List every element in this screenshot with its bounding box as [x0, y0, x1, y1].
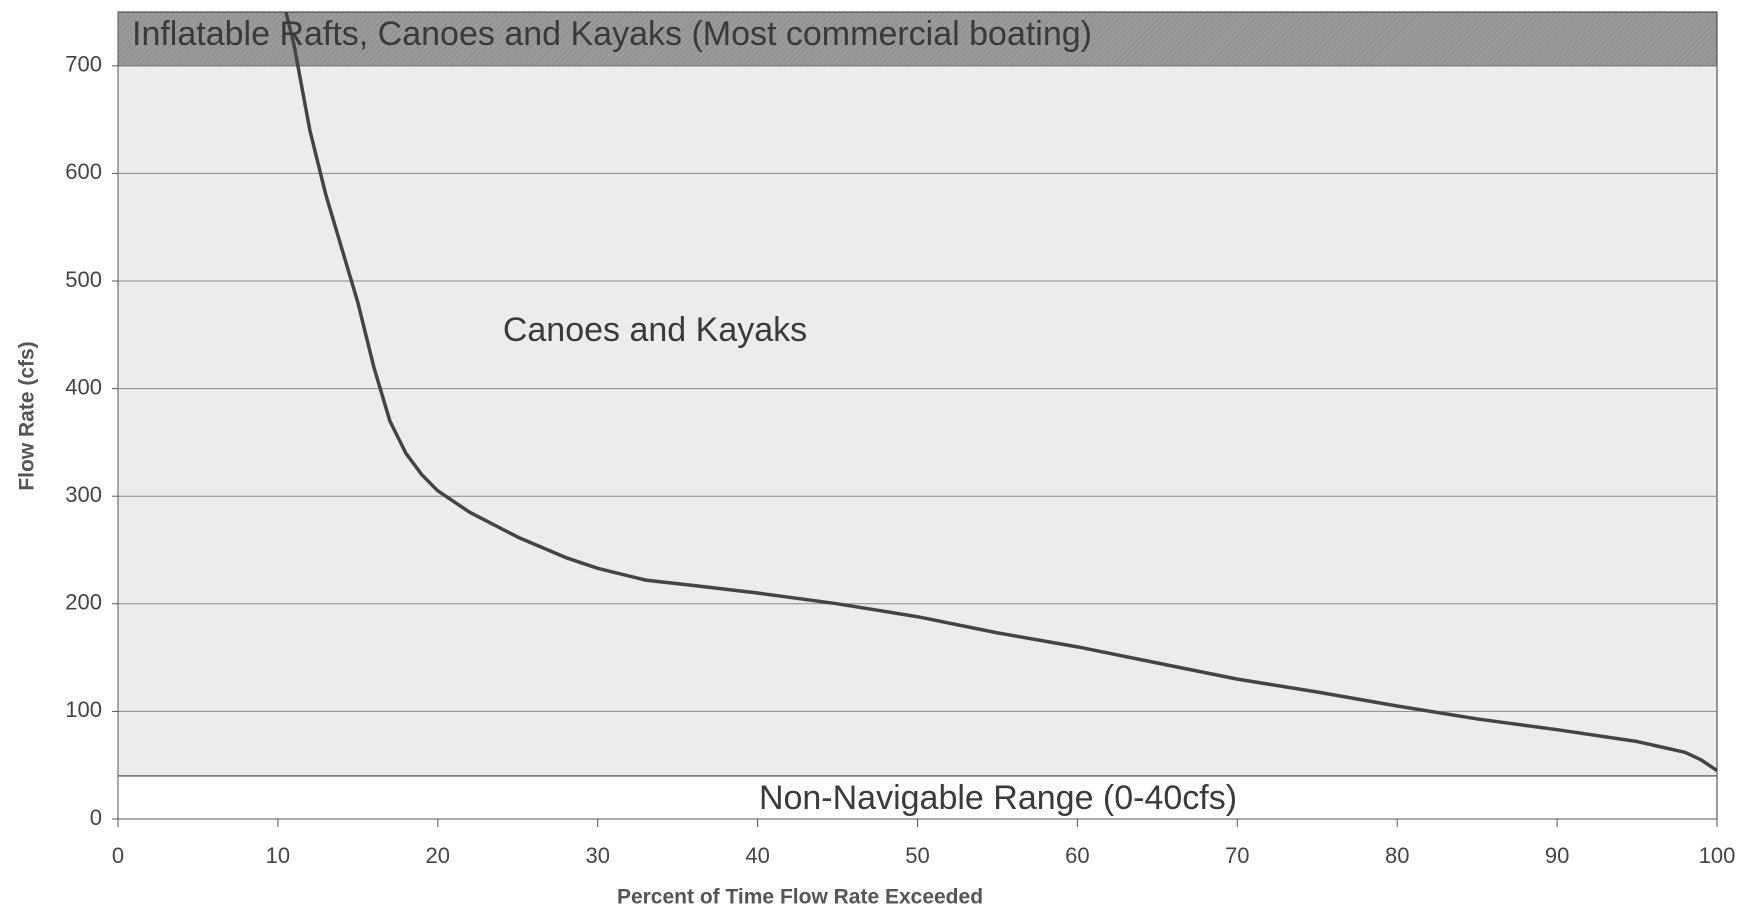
x-tick-label: 0 — [112, 843, 124, 868]
y-tick-label: 300 — [65, 482, 102, 507]
x-tick-label: 100 — [1699, 843, 1736, 868]
x-tick-label: 70 — [1225, 843, 1249, 868]
x-tick-label: 20 — [426, 843, 450, 868]
y-tick-label: 600 — [65, 159, 102, 184]
y-tick-label: 400 — [65, 374, 102, 399]
line — [284, 11, 1718, 773]
plot — [284, 11, 1718, 773]
x-tick-label: 10 — [266, 843, 290, 868]
x-tick-label: 30 — [585, 843, 609, 868]
bands — [117, 11, 1718, 820]
x-tick-label: 50 — [905, 843, 929, 868]
y-tick-label: 500 — [65, 267, 102, 292]
band-hatch — [118, 12, 1717, 66]
y-axis-title: Flow Rate (cfs) — [16, 341, 39, 490]
x-axis-title: Percent of Time Flow Rate Exceeded — [617, 886, 983, 909]
x-tick-label: 40 — [745, 843, 769, 868]
y-tick-label: 100 — [65, 697, 102, 722]
band — [117, 65, 1718, 777]
band — [117, 775, 1718, 820]
y-tick-label: 700 — [65, 52, 102, 77]
band-label: Canoes and Kayaks — [503, 311, 807, 349]
band-label: Non-Navigable Range (0-40cfs) — [759, 779, 1237, 817]
x-tick-label: 60 — [1065, 843, 1089, 868]
band-label: Inflatable Rafts, Canoes and Kayaks (Mos… — [132, 15, 1092, 53]
grid — [112, 12, 1718, 827]
y-tick-label: 200 — [65, 590, 102, 615]
y-tick-label: 0 — [90, 805, 102, 830]
x-tick-label: 80 — [1385, 843, 1409, 868]
x-tick-label: 90 — [1545, 843, 1569, 868]
